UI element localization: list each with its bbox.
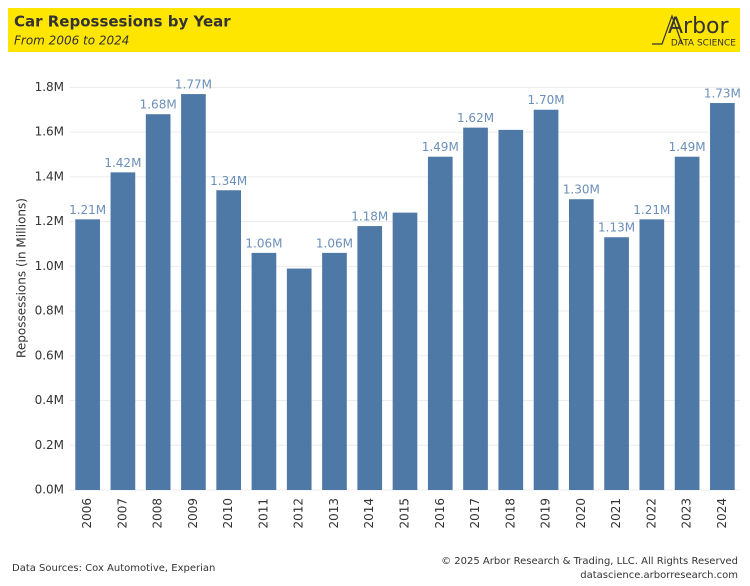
data-label: 1.73M xyxy=(704,87,741,101)
y-tick-label: 1.2M xyxy=(35,214,64,228)
chart-title: Car Repossesions by Year xyxy=(14,13,231,31)
bar xyxy=(216,190,242,490)
x-tick-label: 2006 xyxy=(80,498,94,529)
data-label: 1.21M xyxy=(633,203,670,217)
x-tick-label: 2019 xyxy=(539,498,553,529)
bar xyxy=(427,156,453,491)
bar xyxy=(286,268,312,490)
bar xyxy=(110,172,136,491)
bar xyxy=(710,103,735,491)
bar xyxy=(604,237,629,490)
x-tick-label: 2007 xyxy=(115,498,129,529)
x-tick-label: 2023 xyxy=(680,498,694,529)
data-label: 1.49M xyxy=(422,140,459,154)
y-tick-label: 1.0M xyxy=(35,259,64,273)
source: Data Sources: Cox Automotive, Experian xyxy=(12,563,215,574)
data-label: 1.34M xyxy=(210,174,247,188)
logo-sub: DATA SCIENCE xyxy=(671,39,736,49)
bar xyxy=(533,109,559,490)
x-tick-label: 2020 xyxy=(574,498,588,529)
x-tick-label: 2014 xyxy=(362,498,376,529)
data-label: 1.13M xyxy=(598,221,635,235)
data-label: 1.06M xyxy=(245,236,282,250)
bar xyxy=(145,114,171,491)
x-tick-label: 2012 xyxy=(292,498,306,529)
x-tick-label: 2009 xyxy=(186,498,200,529)
y-tick-label: 0.2M xyxy=(35,438,64,452)
x-tick-label: 2016 xyxy=(433,498,447,529)
data-label: 1.42M xyxy=(104,156,141,170)
data-label: 1.30M xyxy=(563,183,600,197)
y-tick-label: 1.8M xyxy=(35,80,64,94)
header-band xyxy=(8,8,740,52)
copyright: © 2025 Arbor Research & Trading, LLC. Al… xyxy=(441,556,738,567)
bar xyxy=(251,252,277,490)
y-tick-label: 1.6M xyxy=(35,125,64,139)
logo: Arbor xyxy=(668,14,730,39)
bar xyxy=(75,219,100,490)
x-tick-label: 2013 xyxy=(327,498,341,529)
x-tick-label: 2021 xyxy=(609,498,623,529)
y-tick-label: 0.0M xyxy=(35,483,64,497)
data-label: 1.06M xyxy=(316,236,353,250)
data-label: 1.77M xyxy=(175,78,212,92)
y-tick-label: 1.4M xyxy=(35,169,64,183)
x-tick-label: 2022 xyxy=(644,498,658,529)
bar xyxy=(463,127,488,490)
y-tick-label: 0.4M xyxy=(35,393,64,407)
data-label: 1.21M xyxy=(69,203,106,217)
y-tick-label: 0.6M xyxy=(35,348,64,362)
x-tick-label: 2024 xyxy=(715,498,729,529)
logo-mark xyxy=(652,14,683,45)
website: datascience.arborresearch.com xyxy=(580,570,738,581)
y-tick-label: 0.8M xyxy=(35,304,64,318)
bar xyxy=(322,252,347,490)
x-tick-label: 2010 xyxy=(221,498,235,529)
data-label: 1.18M xyxy=(351,210,388,224)
bar xyxy=(392,212,418,490)
x-tick-label: 2018 xyxy=(503,498,517,529)
data-label: 1.70M xyxy=(528,93,565,107)
chart-subtitle: From 2006 to 2024 xyxy=(14,34,129,48)
bar xyxy=(639,219,665,490)
bar xyxy=(568,199,594,491)
x-tick-label: 2008 xyxy=(151,498,165,529)
bar xyxy=(357,226,383,491)
data-label: 1.49M xyxy=(669,140,706,154)
y-axis-label: Repossessions (in Millions) xyxy=(15,198,29,358)
bar xyxy=(498,129,524,491)
bar xyxy=(674,156,700,491)
data-label: 1.62M xyxy=(457,111,494,125)
x-tick-label: 2011 xyxy=(256,498,270,529)
bar xyxy=(181,94,206,490)
data-label: 1.68M xyxy=(140,98,177,112)
x-tick-label: 2015 xyxy=(398,498,412,529)
x-tick-label: 2017 xyxy=(468,498,482,529)
